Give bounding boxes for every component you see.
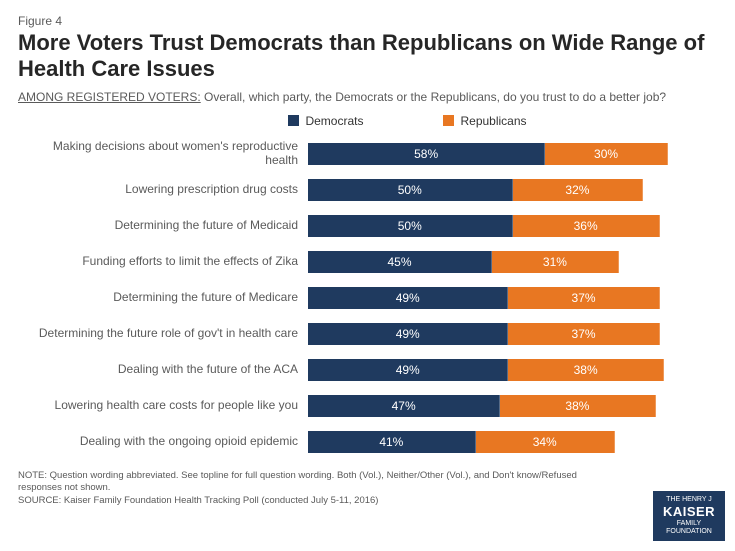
chart-subtitle: AMONG REGISTERED VOTERS: Overall, which … bbox=[18, 90, 717, 104]
bar-segment-republicans: 38% bbox=[500, 395, 655, 417]
bar-track: 50%32% bbox=[308, 179, 717, 201]
legend-swatch-republicans bbox=[443, 115, 454, 126]
chart-title: More Voters Trust Democrats than Republi… bbox=[18, 30, 717, 82]
bar-chart: Making decisions about women's reproduct… bbox=[18, 136, 717, 460]
row-label: Determining the future of Medicaid bbox=[18, 219, 308, 233]
row-label: Determining the future of Medicare bbox=[18, 291, 308, 305]
note-text: NOTE: Question wording abbreviated. See … bbox=[18, 470, 618, 495]
kff-logo: THE HENRY J KAISER FAMILY FOUNDATION bbox=[653, 491, 725, 541]
chart-row: Dealing with the ongoing opioid epidemic… bbox=[18, 424, 717, 460]
bar-track: 50%36% bbox=[308, 215, 717, 237]
row-label: Dealing with the future of the ACA bbox=[18, 363, 308, 377]
subtitle-rest: Overall, which party, the Democrats or t… bbox=[201, 90, 666, 104]
chart-row: Determining the future of Medicaid50%36% bbox=[18, 208, 717, 244]
bar-segment-republicans: 38% bbox=[508, 359, 663, 381]
chart-row: Determining the future of Medicare49%37% bbox=[18, 280, 717, 316]
bar-segment-democrats: 47% bbox=[308, 395, 500, 417]
subtitle-lead: AMONG REGISTERED VOTERS: bbox=[18, 90, 201, 104]
bar-segment-democrats: 50% bbox=[308, 215, 513, 237]
chart-row: Funding efforts to limit the effects of … bbox=[18, 244, 717, 280]
bar-track: 49%38% bbox=[308, 359, 717, 381]
bar-segment-democrats: 45% bbox=[308, 251, 492, 273]
source-text: SOURCE: Kaiser Family Foundation Health … bbox=[18, 495, 618, 507]
bar-segment-republicans: 31% bbox=[492, 251, 619, 273]
bar-segment-republicans: 32% bbox=[513, 179, 644, 201]
legend-swatch-democrats bbox=[288, 115, 299, 126]
chart-row: Making decisions about women's reproduct… bbox=[18, 136, 717, 172]
bar-track: 45%31% bbox=[308, 251, 717, 273]
bar-track: 47%38% bbox=[308, 395, 717, 417]
chart-row: Determining the future role of gov't in … bbox=[18, 316, 717, 352]
row-label: Lowering health care costs for people li… bbox=[18, 399, 308, 413]
bar-segment-democrats: 41% bbox=[308, 431, 476, 453]
row-label: Dealing with the ongoing opioid epidemic bbox=[18, 435, 308, 449]
bar-segment-republicans: 36% bbox=[513, 215, 660, 237]
legend-item-democrats: Democrats bbox=[288, 114, 363, 128]
bar-segment-democrats: 50% bbox=[308, 179, 513, 201]
logo-line2: KAISER bbox=[656, 505, 722, 519]
bar-track: 58%30% bbox=[308, 143, 717, 165]
bar-segment-democrats: 49% bbox=[308, 359, 508, 381]
bar-track: 49%37% bbox=[308, 323, 717, 345]
bar-track: 49%37% bbox=[308, 287, 717, 309]
row-label: Making decisions about women's reproduct… bbox=[18, 140, 308, 168]
chart-row: Lowering prescription drug costs50%32% bbox=[18, 172, 717, 208]
logo-line1: THE HENRY J bbox=[656, 496, 722, 504]
figure-label: Figure 4 bbox=[18, 14, 717, 28]
footnotes: NOTE: Question wording abbreviated. See … bbox=[18, 470, 618, 507]
bar-segment-democrats: 49% bbox=[308, 287, 508, 309]
row-label: Lowering prescription drug costs bbox=[18, 183, 308, 197]
chart-row: Dealing with the future of the ACA49%38% bbox=[18, 352, 717, 388]
bar-segment-democrats: 49% bbox=[308, 323, 508, 345]
bar-track: 41%34% bbox=[308, 431, 717, 453]
row-label: Determining the future role of gov't in … bbox=[18, 327, 308, 341]
logo-line4: FOUNDATION bbox=[656, 528, 722, 536]
legend-item-republicans: Republicans bbox=[443, 114, 526, 128]
bar-segment-republicans: 37% bbox=[508, 323, 659, 345]
row-label: Funding efforts to limit the effects of … bbox=[18, 255, 308, 269]
legend-label-democrats: Democrats bbox=[305, 114, 363, 128]
bar-segment-republicans: 30% bbox=[545, 143, 668, 165]
chart-row: Lowering health care costs for people li… bbox=[18, 388, 717, 424]
bar-segment-republicans: 37% bbox=[508, 287, 659, 309]
logo-line3: FAMILY bbox=[656, 520, 722, 528]
legend-label-republicans: Republicans bbox=[460, 114, 526, 128]
bar-segment-republicans: 34% bbox=[476, 431, 615, 453]
bar-segment-democrats: 58% bbox=[308, 143, 545, 165]
legend: Democrats Republicans bbox=[98, 114, 717, 128]
